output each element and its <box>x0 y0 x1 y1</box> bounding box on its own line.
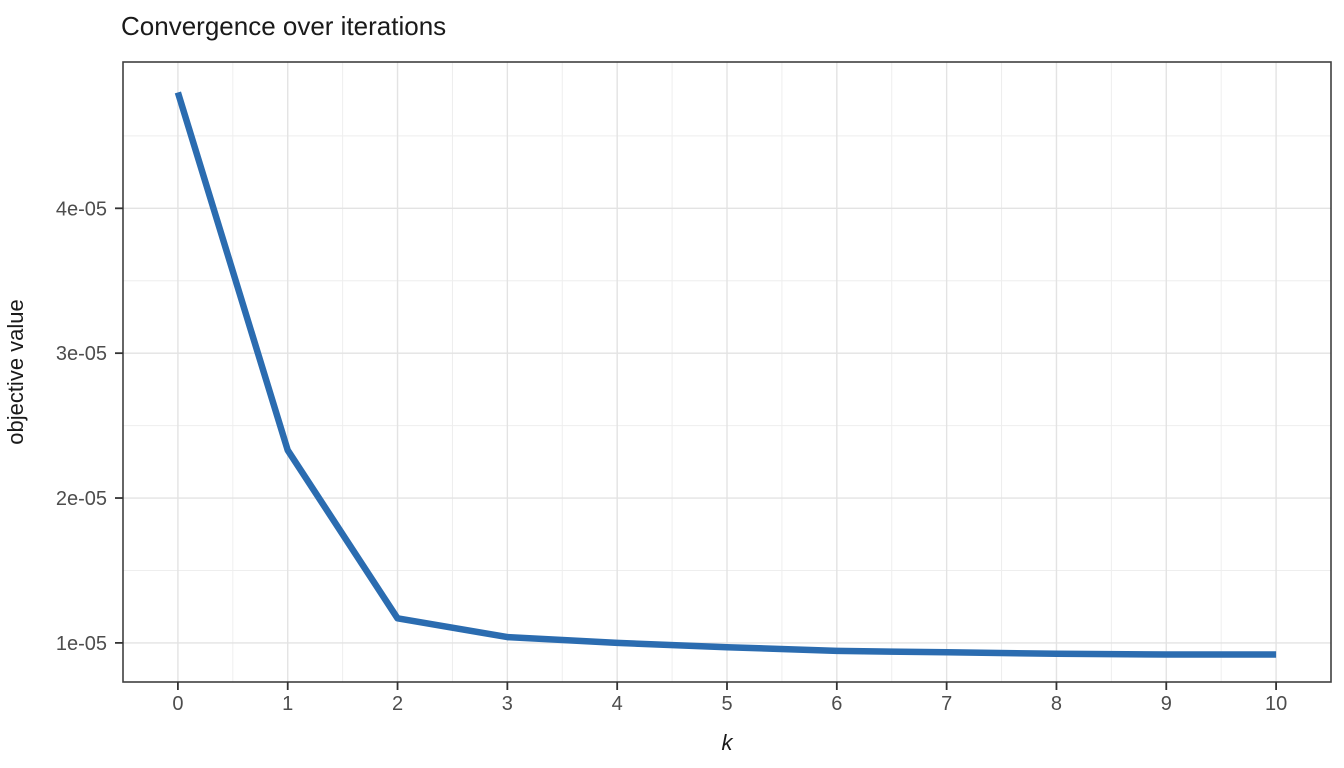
x-tick-label: 10 <box>1265 693 1287 715</box>
series-line-objective <box>174 91 1277 658</box>
x-tick-label: 3 <box>502 693 513 715</box>
x-tick-label: 5 <box>721 693 732 715</box>
y-tick-label: 4e-05 <box>56 198 107 220</box>
x-tick-label: 2 <box>392 693 403 715</box>
x-tick-label: 4 <box>612 693 623 715</box>
x-tick-label: 8 <box>1051 693 1062 715</box>
x-tick-label: 9 <box>1161 693 1172 715</box>
y-tick-label: 2e-05 <box>56 488 107 510</box>
y-tick-label: 3e-05 <box>56 343 107 365</box>
x-axis-label: k <box>721 730 733 755</box>
y-axis-label: objective value <box>3 299 28 445</box>
y-tick-label: 1e-05 <box>56 633 107 655</box>
chart-title: Convergence over iterations <box>121 11 447 41</box>
x-tick-label: 7 <box>941 693 952 715</box>
x-tick-label: 6 <box>831 693 842 715</box>
x-tick-label: 0 <box>172 693 183 715</box>
x-tick-label: 1 <box>282 693 293 715</box>
